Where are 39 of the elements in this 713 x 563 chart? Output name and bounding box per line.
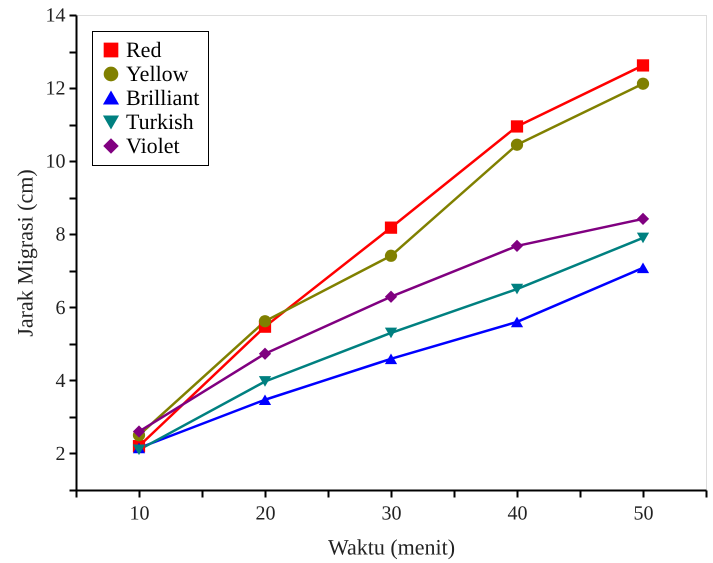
y-tick-label: 8 (56, 224, 66, 246)
legend-label: Yellow (126, 61, 189, 86)
point (636, 262, 650, 274)
point (258, 394, 272, 406)
x-axis-title: Waktu (menit) (328, 534, 456, 560)
point (132, 425, 146, 438)
point (258, 348, 272, 360)
y-tick-label: 2 (56, 442, 66, 465)
point (510, 284, 524, 294)
y-tick-label: 12 (46, 78, 66, 100)
point (384, 222, 398, 234)
x-tick-label: 20 (256, 502, 276, 524)
point (384, 328, 398, 338)
x-tick-label: 40 (508, 502, 528, 524)
point (258, 376, 272, 387)
point (510, 316, 524, 328)
y-tick-label: 4 (56, 370, 66, 392)
point (384, 290, 398, 303)
x-tick-label: 30 (382, 502, 402, 524)
y-axis-title: Jarak Migrasi (cm) (12, 169, 38, 337)
point (258, 315, 272, 328)
point (510, 240, 524, 252)
x-tick-label: 10 (130, 502, 150, 524)
point (510, 120, 524, 133)
x-tick-label: 50 (634, 502, 654, 524)
point (636, 212, 650, 226)
y-tick-label: 6 (56, 296, 66, 319)
point (636, 232, 650, 244)
legend-label: Turkish (126, 109, 194, 134)
point (636, 78, 650, 90)
y-tick-label: 10 (46, 150, 66, 173)
legend-label: Brilliant (126, 85, 200, 110)
legend-label: Violet (126, 133, 180, 158)
legend-label: Red (126, 37, 162, 62)
y-tick-label: 14 (46, 4, 66, 26)
point (384, 354, 398, 364)
point (510, 138, 524, 151)
point (384, 250, 398, 262)
point (636, 59, 650, 72)
